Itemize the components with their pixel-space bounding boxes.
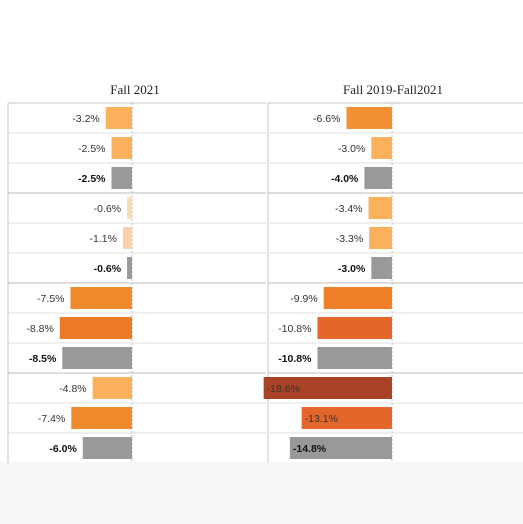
- bar: [369, 227, 392, 249]
- bar-value-label: -3.2%: [72, 113, 99, 125]
- bar-value-label: -6.0%: [49, 443, 77, 455]
- total-bar: [317, 347, 392, 369]
- bar: [317, 317, 392, 339]
- panel-fall-2021: -3.2% -2.5% -2.5% -0.6% -1.1% -0.6% -7.5% -8.8%…: [7, 102, 266, 463]
- total-bar: [82, 437, 132, 459]
- panel-title-fall-2019-2021: Fall 2019-Fall2021: [343, 82, 443, 97]
- bar: [70, 287, 132, 309]
- bar-value-label: -4.0%: [331, 173, 359, 185]
- bar-value-label: -9.9%: [290, 293, 317, 305]
- bar: [368, 197, 392, 219]
- bar-value-label: -7.4%: [38, 413, 65, 425]
- total-bar: [289, 437, 392, 459]
- bar-value-label: -0.6%: [94, 263, 122, 275]
- bar: [92, 377, 132, 399]
- total-bar: [371, 257, 392, 279]
- bar-value-label: -3.0%: [338, 143, 365, 155]
- bar: [59, 317, 133, 339]
- plot-area-background: [0, 0, 523, 462]
- panel-fall-2019-2021: -6.6% -3.0% -4.0% -3.4% -3.3% -3.0% -9.9% -10.8…: [263, 102, 523, 463]
- bar-value-label: -7.5%: [37, 293, 64, 305]
- bar-value-label: -14.8%: [293, 443, 327, 455]
- total-bar: [127, 257, 132, 279]
- bar-value-label: -18.6%: [267, 383, 300, 395]
- bar: [127, 197, 132, 219]
- bar-value-label: -10.8%: [278, 353, 312, 365]
- bar: [105, 107, 132, 129]
- bar-value-label: -2.5%: [78, 143, 105, 155]
- bar: [263, 377, 392, 399]
- bar: [371, 137, 392, 159]
- bar: [301, 407, 392, 429]
- total-bar: [364, 167, 392, 189]
- bar-value-label: -3.4%: [335, 203, 362, 215]
- bar: [71, 407, 132, 429]
- bar-value-label: -8.5%: [29, 353, 57, 365]
- bar-value-label: -3.3%: [336, 233, 363, 245]
- panel-title-fall-2021: Fall 2021: [110, 82, 159, 97]
- bar-value-label: -1.1%: [90, 233, 117, 245]
- bar-value-label: -13.1%: [305, 413, 338, 425]
- bar: [323, 287, 392, 309]
- bar-value-label: -8.8%: [26, 323, 53, 335]
- bar-value-label: -10.8%: [278, 323, 311, 335]
- bar: [346, 107, 392, 129]
- bar: [111, 137, 132, 159]
- bar-value-label: -2.5%: [78, 173, 106, 185]
- bar-value-label: -6.6%: [313, 113, 340, 125]
- total-bar: [62, 347, 132, 369]
- bar: [122, 227, 132, 249]
- bar-value-label: -3.0%: [338, 263, 366, 275]
- total-bar: [111, 167, 132, 189]
- bar-value-label: -0.6%: [94, 203, 121, 215]
- bar-value-label: -4.8%: [59, 383, 86, 395]
